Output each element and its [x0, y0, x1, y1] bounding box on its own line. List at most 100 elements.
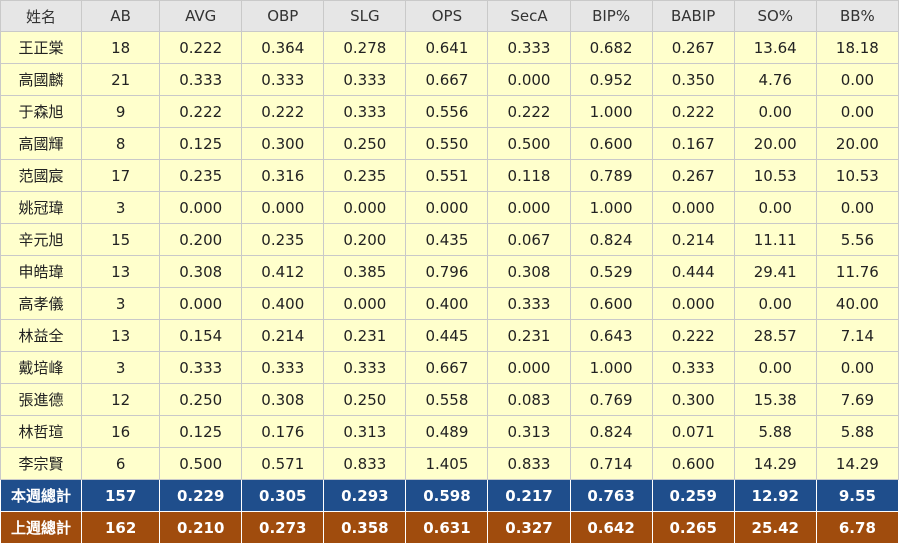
table-row: 姚冠瑋 3 0.000 0.000 0.000 0.000 0.000 1.000 0.000 0… [0, 191, 900, 224]
header-avg: AVG [159, 0, 243, 32]
header-ops: OPS [405, 0, 489, 32]
cell-obp: 0.333 [241, 351, 325, 384]
cell-seca: 0.313 [487, 415, 571, 448]
cell-bip: 0.824 [569, 415, 653, 448]
cell-ab: 162 [81, 511, 161, 544]
cell-seca: 0.500 [487, 127, 571, 160]
cell-obp: 0.316 [241, 159, 325, 192]
stats-body: 王正棠 18 0.222 0.364 0.278 0.641 0.333 0.682 0.267… [0, 31, 900, 544]
cell-ops: 0.796 [405, 255, 489, 288]
cell-avg: 0.125 [159, 415, 243, 448]
this-week-total-row: 本週總計 157 0.229 0.305 0.293 0.598 0.217 0.763 0.2… [0, 479, 900, 512]
header-row: 姓名 AB AVG OBP SLG OPS SecA BIP% BABIP SO… [0, 0, 900, 32]
cell-ab: 6 [81, 447, 161, 480]
cell-obp: 0.308 [241, 383, 325, 416]
header-name: 姓名 [0, 0, 83, 32]
cell-bip: 0.529 [569, 255, 653, 288]
cell-bb: 5.56 [815, 223, 900, 256]
cell-avg: 0.229 [159, 479, 243, 512]
cell-obp: 0.305 [241, 479, 325, 512]
cell-name: 姚冠瑋 [0, 191, 83, 224]
cell-ab: 157 [81, 479, 161, 512]
table-row: 高國麟 21 0.333 0.333 0.333 0.667 0.000 0.952 0.350… [0, 63, 900, 96]
cell-seca: 0.333 [487, 287, 571, 320]
cell-bb: 5.88 [815, 415, 900, 448]
cell-bb: 40.00 [815, 287, 900, 320]
cell-name: 高國輝 [0, 127, 83, 160]
cell-babip: 0.167 [651, 127, 735, 160]
cell-ab: 15 [81, 223, 161, 256]
cell-so: 28.57 [733, 319, 817, 352]
header-so: SO% [733, 0, 817, 32]
cell-babip: 0.333 [651, 351, 735, 384]
cell-bb: 10.53 [815, 159, 900, 192]
table-row: 張進德 12 0.250 0.308 0.250 0.558 0.083 0.769 0.300… [0, 383, 900, 416]
cell-name: 戴培峰 [0, 351, 83, 384]
cell-avg: 0.333 [159, 63, 243, 96]
cell-seca: 0.333 [487, 31, 571, 64]
cell-so: 20.00 [733, 127, 817, 160]
cell-slg: 0.313 [323, 415, 407, 448]
cell-ops: 0.598 [405, 479, 489, 512]
cell-bb: 6.78 [815, 511, 900, 544]
table-row: 戴培峰 3 0.333 0.333 0.333 0.667 0.000 1.000 0.333 0… [0, 351, 900, 384]
cell-avg: 0.222 [159, 95, 243, 128]
cell-name: 林益全 [0, 319, 83, 352]
cell-slg: 0.250 [323, 127, 407, 160]
cell-ab: 9 [81, 95, 161, 128]
header-obp: OBP [241, 0, 325, 32]
cell-slg: 0.000 [323, 287, 407, 320]
cell-bb: 0.00 [815, 191, 900, 224]
cell-slg: 0.235 [323, 159, 407, 192]
cell-ops: 0.558 [405, 383, 489, 416]
cell-ab: 12 [81, 383, 161, 416]
cell-ops: 0.489 [405, 415, 489, 448]
table-row: 于森旭 9 0.222 0.222 0.333 0.556 0.222 1.000 0.222 0… [0, 95, 900, 128]
cell-so: 29.41 [733, 255, 817, 288]
cell-ops: 0.631 [405, 511, 489, 544]
cell-name: 上週總計 [0, 511, 83, 544]
cell-bb: 20.00 [815, 127, 900, 160]
cell-babip: 0.600 [651, 447, 735, 480]
cell-avg: 0.308 [159, 255, 243, 288]
cell-avg: 0.500 [159, 447, 243, 480]
cell-avg: 0.333 [159, 351, 243, 384]
cell-ab: 8 [81, 127, 161, 160]
cell-bb: 7.69 [815, 383, 900, 416]
cell-ab: 18 [81, 31, 161, 64]
cell-avg: 0.200 [159, 223, 243, 256]
cell-obp: 0.000 [241, 191, 325, 224]
cell-name: 林哲瑄 [0, 415, 83, 448]
cell-obp: 0.222 [241, 95, 325, 128]
cell-avg: 0.235 [159, 159, 243, 192]
cell-slg: 0.358 [323, 511, 407, 544]
table-row: 李宗賢 6 0.500 0.571 0.833 1.405 0.833 0.714 0.600 1… [0, 447, 900, 480]
cell-bip: 0.600 [569, 287, 653, 320]
table-row: 申皓瑋 13 0.308 0.412 0.385 0.796 0.308 0.529 0.444… [0, 255, 900, 288]
cell-bb: 0.00 [815, 95, 900, 128]
cell-name: 王正棠 [0, 31, 83, 64]
cell-babip: 0.267 [651, 159, 735, 192]
cell-bip: 0.763 [569, 479, 653, 512]
cell-bip: 1.000 [569, 351, 653, 384]
cell-babip: 0.259 [651, 479, 735, 512]
cell-ops: 0.400 [405, 287, 489, 320]
table-row: 范國宸 17 0.235 0.316 0.235 0.551 0.118 0.789 0.267… [0, 159, 900, 192]
cell-so: 5.88 [733, 415, 817, 448]
cell-bip: 0.643 [569, 319, 653, 352]
cell-seca: 0.118 [487, 159, 571, 192]
cell-slg: 0.385 [323, 255, 407, 288]
cell-name: 本週總計 [0, 479, 83, 512]
cell-bb: 0.00 [815, 63, 900, 96]
cell-ops: 0.435 [405, 223, 489, 256]
header-bip: BIP% [569, 0, 653, 32]
cell-ab: 17 [81, 159, 161, 192]
cell-name: 申皓瑋 [0, 255, 83, 288]
cell-seca: 0.308 [487, 255, 571, 288]
cell-bb: 11.76 [815, 255, 900, 288]
cell-bip: 0.682 [569, 31, 653, 64]
cell-slg: 0.200 [323, 223, 407, 256]
cell-name: 張進德 [0, 383, 83, 416]
cell-seca: 0.222 [487, 95, 571, 128]
